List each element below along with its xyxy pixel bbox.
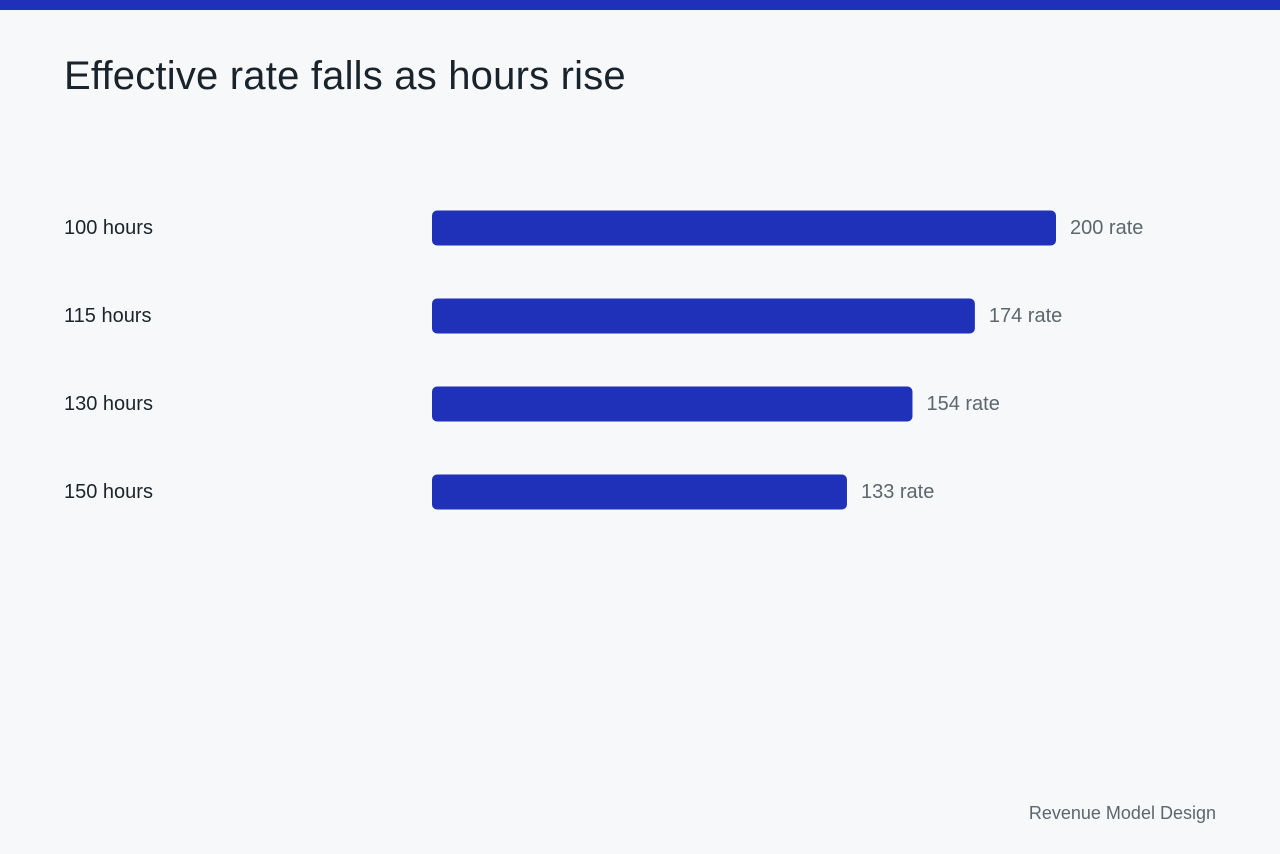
category-label: 150 hours [64, 481, 153, 503]
value-label: 174 rate [989, 305, 1062, 327]
category-label: 130 hours [64, 393, 153, 415]
top-accent-bar [0, 0, 1280, 10]
bar [432, 298, 975, 334]
bar [432, 474, 847, 510]
chart-title: Effective rate falls as hours rise [64, 54, 626, 98]
value-label: 154 rate [926, 393, 999, 415]
footer-credit: Revenue Model Design [1028, 803, 1216, 823]
category-label: 115 hours [64, 305, 151, 327]
bar [432, 210, 1056, 246]
value-label: 200 rate [1070, 217, 1143, 239]
category-label: 100 hours [64, 217, 153, 239]
value-label: 133 rate [861, 481, 934, 503]
bar [432, 386, 913, 422]
